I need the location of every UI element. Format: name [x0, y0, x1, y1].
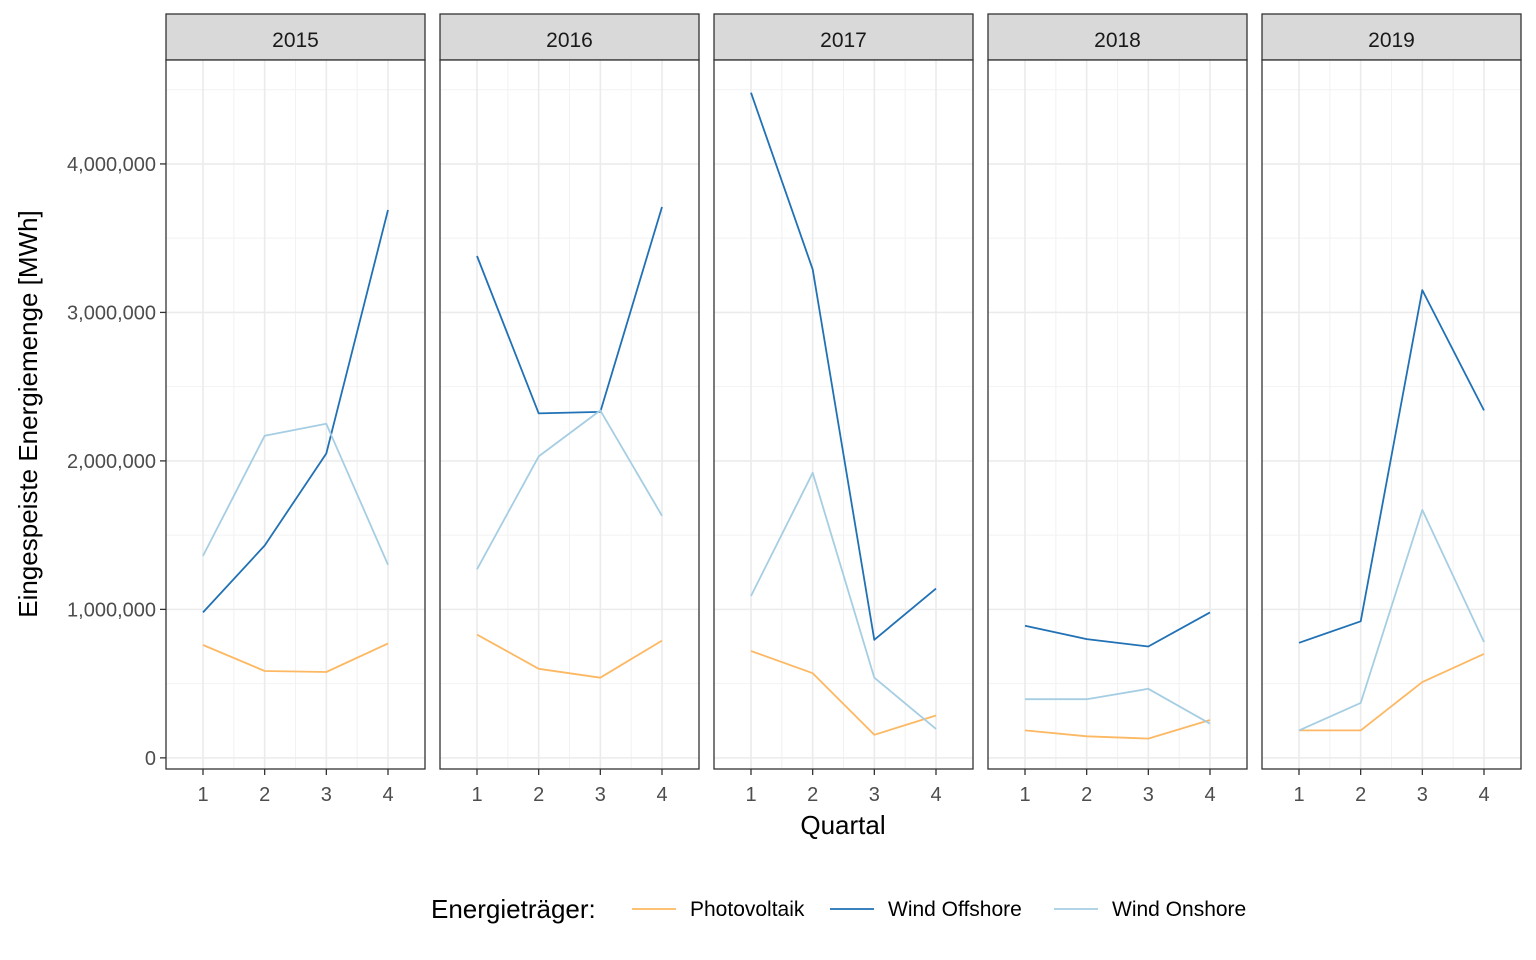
x-tick-label: 1 — [1293, 784, 1304, 806]
panel-border — [1261, 59, 1522, 770]
x-tick-label: 3 — [1417, 784, 1428, 806]
facet-strip — [165, 13, 426, 61]
x-tick-label: 4 — [656, 784, 667, 806]
x-tick-label: 4 — [1204, 784, 1215, 806]
panel-border — [987, 59, 1248, 770]
legend-title: Energieträger: — [431, 894, 596, 924]
panel-border — [165, 59, 426, 770]
x-tick-label: 2 — [533, 784, 544, 806]
legend: Energieträger: Photovoltaik Wind Offshore… — [431, 894, 1246, 924]
x-tick-label: 3 — [595, 784, 606, 806]
y-axis: 0 1,000,000 2,000,000 3,000,000 4,000,000 — [67, 154, 166, 770]
x-tick-label: 1 — [1019, 784, 1030, 806]
facet-strip — [439, 13, 700, 61]
panel-border — [439, 59, 700, 770]
x-tick-label: 2 — [807, 784, 818, 806]
y-axis-title: Eingespeiste Energiemenge [MWh] — [13, 210, 43, 618]
legend-label: Photovoltaik — [690, 898, 805, 921]
series-line-wind-onshore — [1025, 687, 1211, 725]
x-tick-label: 2 — [259, 784, 270, 806]
series-line-wind-offshore — [476, 206, 663, 415]
series-line-photovoltaik — [750, 650, 937, 736]
x-tick-label: 1 — [471, 784, 482, 806]
series-line-wind-onshore — [202, 422, 389, 566]
y-tick-label: 1,000,000 — [67, 599, 156, 621]
x-tick-label: 1 — [745, 784, 756, 806]
series-line-wind-offshore — [1298, 289, 1485, 644]
x-axis-title: Quartal — [800, 810, 885, 840]
facet-strip-label: 2015 — [272, 29, 319, 52]
x-tick-label: 1 — [197, 784, 208, 806]
y-tick-label: 0 — [145, 748, 156, 770]
series-line-wind-offshore — [750, 92, 937, 641]
x-tick-label: 4 — [1478, 784, 1489, 806]
facet-panel-2018: 2018 — [987, 13, 1248, 770]
x-tick-label: 3 — [869, 784, 880, 806]
x-tick-label: 2 — [1081, 784, 1092, 806]
facet-strip — [1261, 13, 1522, 61]
panel-border — [713, 59, 974, 770]
facet-strip-label: 2019 — [1368, 29, 1415, 52]
x-tick-label: 4 — [382, 784, 393, 806]
series-line-wind-offshore — [1024, 611, 1211, 648]
x-tick-label: 3 — [1143, 784, 1154, 806]
legend-label: Wind Offshore — [888, 898, 1022, 921]
series-line-photovoltaik — [1299, 653, 1485, 732]
facet-strip-label: 2017 — [820, 29, 867, 52]
facet-strip-label: 2018 — [1094, 29, 1141, 52]
y-tick-label: 3,000,000 — [67, 302, 156, 324]
x-tick-label: 2 — [1355, 784, 1366, 806]
x-tick-label: 3 — [321, 784, 332, 806]
facet-panel-2016: 2016 — [439, 13, 700, 770]
facet-panel-2015: 2015 — [165, 13, 426, 770]
facet-strip — [713, 13, 974, 61]
facet-panels: 2015 2016 2017 2018 2019 — [165, 13, 1522, 770]
series-line-photovoltaik — [1024, 719, 1211, 740]
facet-strip — [987, 13, 1248, 61]
series-line-photovoltaik — [476, 633, 663, 679]
y-tick-label: 2,000,000 — [67, 451, 156, 473]
series-line-wind-onshore — [476, 409, 663, 570]
series-line-wind-onshore — [1298, 508, 1485, 732]
legend-label: Wind Onshore — [1112, 898, 1246, 921]
series-line-wind-offshore — [202, 209, 389, 614]
series-line-photovoltaik — [202, 642, 389, 673]
facet-panel-2017: 2017 — [713, 13, 974, 770]
facet-panel-2019: 2019 — [1261, 13, 1522, 770]
facet-strip-label: 2016 — [546, 29, 593, 52]
y-tick-label: 4,000,000 — [67, 154, 156, 176]
series-line-wind-onshore — [750, 471, 937, 730]
x-axis: 1 2 3 4 1 2 3 4 1 2 3 4 1 2 3 4 1 2 3 4 — [197, 769, 1490, 806]
x-tick-label: 4 — [930, 784, 941, 806]
